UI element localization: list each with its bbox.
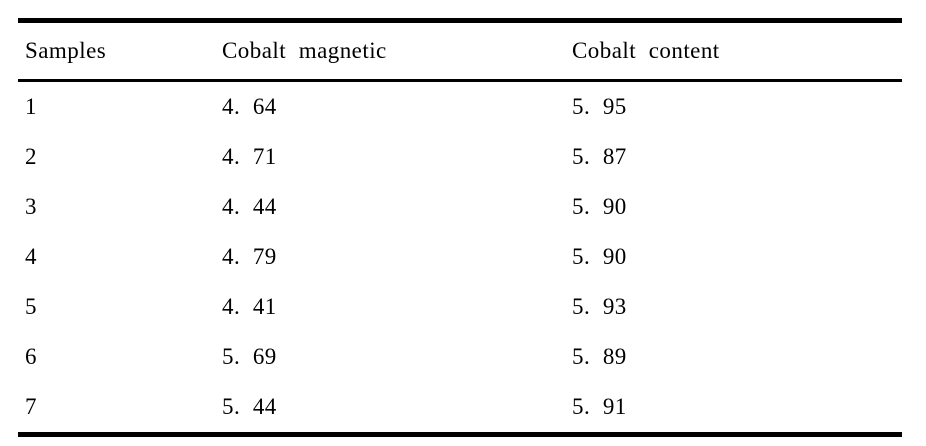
table-row: 5 4. 41 5. 93 [18,282,902,332]
content-cell: 5. 87 [572,144,627,169]
table-row: 6 5. 69 5. 89 [18,332,902,382]
table-row: 1 4. 64 5. 95 [18,82,902,132]
sample-cell: 4 [25,244,37,269]
column-header-samples: Samples [25,38,107,63]
magnetic-cell: 4. 71 [222,144,277,169]
magnetic-cell: 4. 64 [222,94,277,119]
sample-cell: 1 [25,94,37,119]
content-cell: 5. 95 [572,94,627,119]
magnetic-cell: 5. 44 [222,394,277,419]
sample-cell: 5 [25,294,37,319]
table-row: 4 4. 79 5. 90 [18,232,902,282]
sample-cell: 6 [25,344,37,369]
content-cell: 5. 93 [572,294,627,319]
table-row: 2 4. 71 5. 87 [18,132,902,182]
magnetic-cell: 4. 79 [222,244,277,269]
content-cell: 5. 91 [572,394,627,419]
column-header-cobalt-magnetic: Cobalt magnetic [222,38,387,63]
sample-cell: 7 [25,394,37,419]
content-cell: 5. 89 [572,344,627,369]
table-row: 7 5. 44 5. 91 [18,382,902,432]
content-cell: 5. 90 [572,194,627,219]
magnetic-cell: 4. 44 [222,194,277,219]
column-header-cobalt-content: Cobalt content [572,38,720,63]
table-header-row: Samples Cobalt magnetic Cobalt content [18,23,902,82]
sample-cell: 2 [25,144,37,169]
magnetic-cell: 4. 41 [222,294,277,319]
samples-table: Samples Cobalt magnetic Cobalt content 1… [18,18,902,437]
magnetic-cell: 5. 69 [222,344,277,369]
table-row: 3 4. 44 5. 90 [18,182,902,232]
sample-cell: 3 [25,194,37,219]
content-cell: 5. 90 [572,244,627,269]
